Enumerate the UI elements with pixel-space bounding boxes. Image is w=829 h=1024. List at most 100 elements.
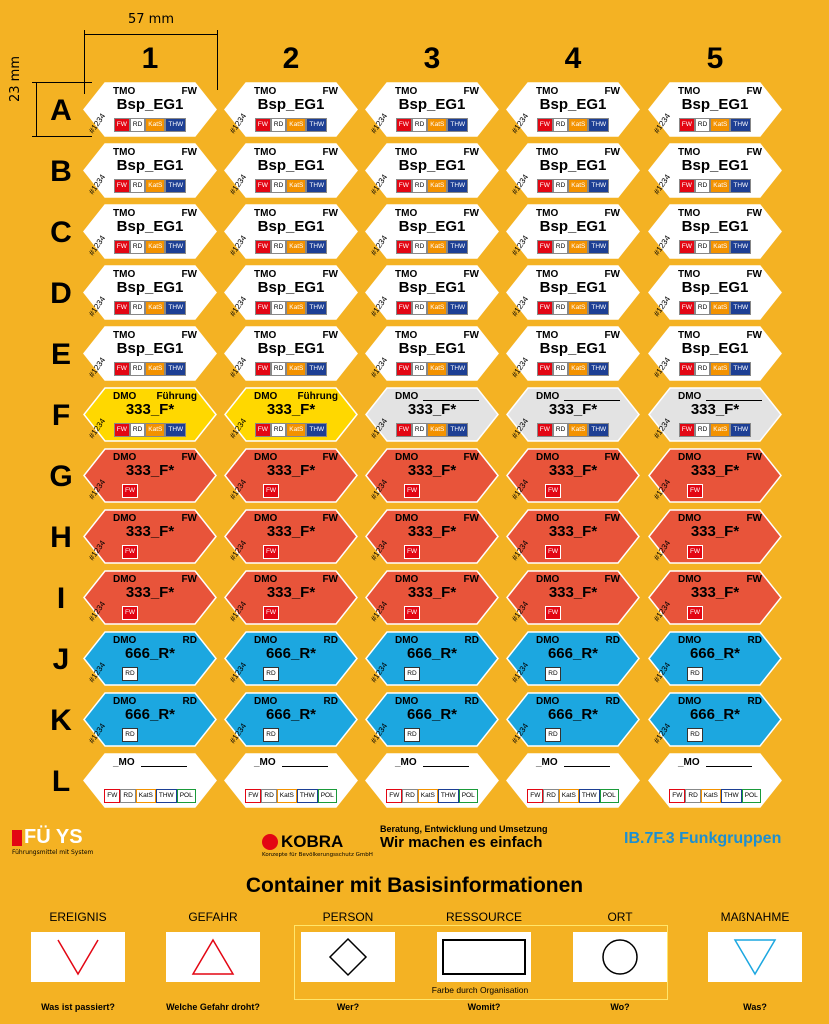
width-dimension: 57 mm (84, 12, 218, 94)
org-badge: RD (122, 728, 138, 742)
tag-org-label: FW (181, 86, 197, 97)
tag-org-label: FW (746, 86, 762, 97)
org-badge: RD (270, 362, 287, 376)
org-badge: FW (104, 789, 121, 803)
tag-type-label: _MO (254, 757, 276, 768)
org-badge: FW (121, 606, 139, 620)
tactical-tag: TMO FW Bsp_EG1 #1234 FW RD KatS THW (365, 143, 499, 198)
tag-header: DMO RD (678, 696, 762, 708)
tag-name: 333_F* (690, 462, 740, 479)
org-badge: THW (588, 118, 610, 132)
row-header: B (50, 155, 72, 188)
org-badge: FW (678, 179, 695, 193)
org-badge: KatS (558, 789, 579, 803)
tactical-tag: TMO FW Bsp_EG1 #1234 FW RD KatS THW (365, 82, 499, 137)
tag-header: TMO FW (254, 86, 338, 98)
org-badges: FW RD KatS THW (506, 179, 640, 193)
column-header: 3 (423, 42, 441, 75)
org-badge: RD (411, 423, 428, 437)
tag-org-label: FW (322, 208, 338, 219)
tactical-tag: TMO FW Bsp_EG1 #1234 FW RD KatS THW (224, 82, 358, 137)
tag-org-label: FW (746, 208, 762, 219)
org-badge: RD (404, 667, 420, 681)
row-header: I (56, 582, 66, 615)
tag-name: 666_R* (406, 706, 458, 723)
org-badge: RD (545, 667, 561, 681)
tag-header: _MO (678, 757, 762, 769)
tactical-tag: DMO RD 666_R* #1234 RD (365, 631, 499, 686)
category-label: PERSON (322, 910, 374, 924)
org-badge: FW (262, 606, 280, 620)
org-badges: FW RD KatS THW (648, 179, 782, 193)
tag-type-label: DMO (536, 574, 560, 585)
tag-name: 333_F* (266, 523, 316, 540)
tag-type-label: TMO (395, 208, 418, 219)
tag-name: 333_F* (690, 523, 740, 540)
tag-type-label: TMO (395, 269, 418, 280)
category-question: Womit? (467, 1002, 501, 1012)
tag-org-label: FW (322, 574, 338, 585)
org-badges: FW RD KatS THW (224, 301, 358, 315)
org-badge: THW (437, 789, 459, 803)
org-badge: RD (694, 362, 711, 376)
org-badge: KatS (145, 362, 166, 376)
org-badge: FW (386, 789, 403, 803)
tag-type-label: DMO (536, 452, 560, 463)
tag-org-label: FW (746, 147, 762, 158)
org-badges: RD (204, 667, 338, 681)
org-badge: FW (678, 240, 695, 254)
org-badge: RD (129, 179, 146, 193)
tag-org-label: FW (604, 330, 620, 341)
org-badges: FW RD KatS THW (648, 118, 782, 132)
org-badge: KatS (568, 179, 589, 193)
org-badge: FW (121, 545, 139, 559)
tag-header: TMO FW (113, 147, 197, 159)
tag-org-label: RD (605, 696, 620, 707)
tactical-tag: DMO FW 333_F* #1234 FW (648, 448, 782, 503)
org-badges: FW RD KatS THW (506, 118, 640, 132)
org-badge: FW (254, 301, 271, 315)
tag-type-label: TMO (254, 208, 277, 219)
tag-name: Bsp_EG1 (116, 218, 184, 235)
tag-type-label: DMO (678, 452, 702, 463)
tactical-tag: DMO FW 333_F* #1234 FW (83, 448, 217, 503)
org-badges: FW RD KatS THW (224, 240, 358, 254)
down-triangle-open-icon (31, 932, 125, 982)
org-badge: KatS (286, 301, 307, 315)
tactical-tag: DMO 333_F* #1234 FW RD KatS THW (506, 387, 640, 442)
org-badges: FW RD KatS THW (648, 423, 782, 437)
diamond-icon (301, 932, 395, 982)
tag-hexagon-shape (83, 570, 217, 625)
tactical-tag: TMO FW Bsp_EG1 #1234 FW RD KatS THW (83, 204, 217, 259)
tag-org-label: FW (746, 269, 762, 280)
tag-hexagon-shape (224, 631, 358, 686)
tag-name: 666_R* (689, 706, 741, 723)
org-badges: RD (486, 728, 620, 742)
tactical-tag: TMO FW Bsp_EG1 #1234 FW RD KatS THW (365, 326, 499, 381)
tag-org-label: RD (323, 635, 338, 646)
tactical-tag: DMO RD 666_R* #1234 RD (224, 692, 358, 747)
org-badges: RD (628, 667, 762, 681)
tag-hexagon-shape (83, 692, 217, 747)
category-label: GEFAHR (188, 910, 238, 924)
org-badges: FW RD KatS THW (506, 301, 640, 315)
tag-header: DMO RD (395, 696, 479, 708)
tactical-tag: DMO 333_F* #1234 FW RD KatS THW (648, 387, 782, 442)
tag-type-label: DMO (254, 696, 278, 707)
org-badge: FW (113, 118, 130, 132)
fueys-logo-sub: Führungsmittel mit System (12, 849, 94, 856)
row-header: E (50, 338, 71, 371)
org-badge: RD (263, 728, 279, 742)
tag-name: Bsp_EG1 (398, 96, 466, 113)
org-badges: FW RD KatS THW (83, 118, 217, 132)
tag-header: DMO Führung (113, 391, 197, 403)
tag-header: TMO FW (536, 330, 620, 342)
org-badge: POL (458, 789, 478, 803)
org-badge: RD (270, 179, 287, 193)
column-header: 4 (564, 42, 582, 75)
org-badge: THW (165, 118, 187, 132)
org-badge: RD (685, 789, 701, 803)
org-badge: THW (447, 118, 469, 132)
org-badge: FW (527, 789, 544, 803)
org-badge: KatS (568, 240, 589, 254)
